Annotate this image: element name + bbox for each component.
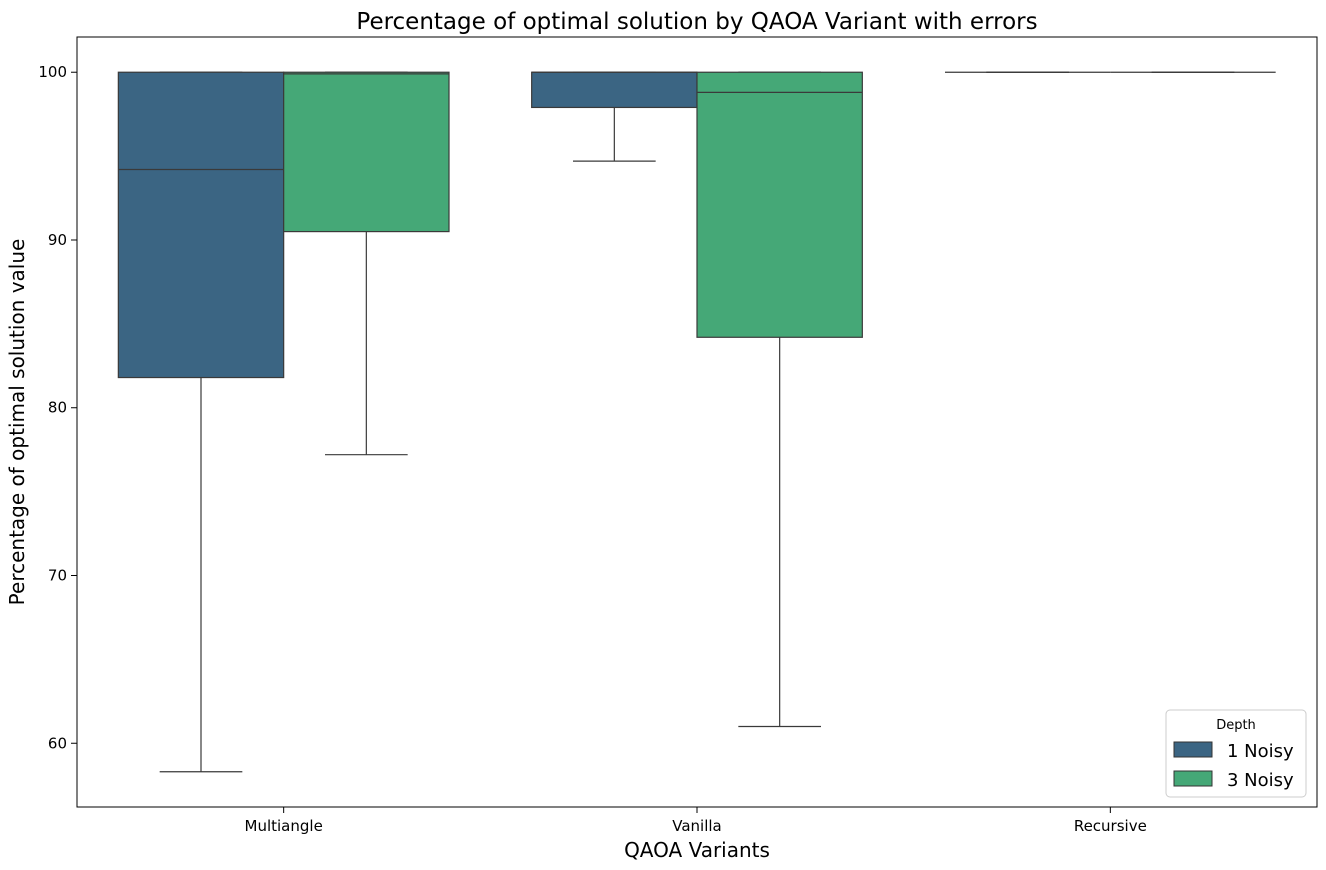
x-axis-label: QAOA Variants [624, 838, 770, 862]
legend-label-1-noisy: 1 Noisy [1227, 741, 1294, 762]
y-axis-label: Percentage of optimal solution value [5, 239, 29, 606]
y-tick-label-90: 90 [48, 231, 67, 249]
box-multiangle-3-noisy [283, 71, 450, 233]
legend: Depth 1 Noisy 3 Noisy [1165, 709, 1307, 798]
plot-area [117, 71, 1276, 773]
x-tick-label-vanilla: Vanilla [672, 817, 722, 835]
legend-label-3-noisy: 3 Noisy [1227, 770, 1294, 791]
x-axis: Multiangle Vanilla Recursive [245, 807, 1147, 835]
box-vanilla-1-noisy [531, 71, 698, 109]
y-tick-label-100: 100 [38, 63, 67, 81]
box-multiangle-1-noisy [117, 71, 285, 379]
y-tick-label-80: 80 [48, 399, 67, 417]
chart-title: Percentage of optimal solution by QAOA V… [356, 9, 1037, 35]
legend-title: Depth [1216, 718, 1256, 733]
x-tick-label-multiangle: Multiangle [245, 817, 323, 835]
box-vanilla-3-noisy [696, 71, 863, 338]
y-tick-label-60: 60 [48, 734, 67, 752]
legend-swatch-1-noisy [1173, 741, 1213, 758]
x-tick-label-recursive: Recursive [1074, 817, 1147, 835]
y-tick-label-70: 70 [48, 566, 67, 584]
y-axis: 60 70 80 90 100 [38, 63, 77, 752]
legend-swatch-3-noisy [1173, 770, 1213, 787]
